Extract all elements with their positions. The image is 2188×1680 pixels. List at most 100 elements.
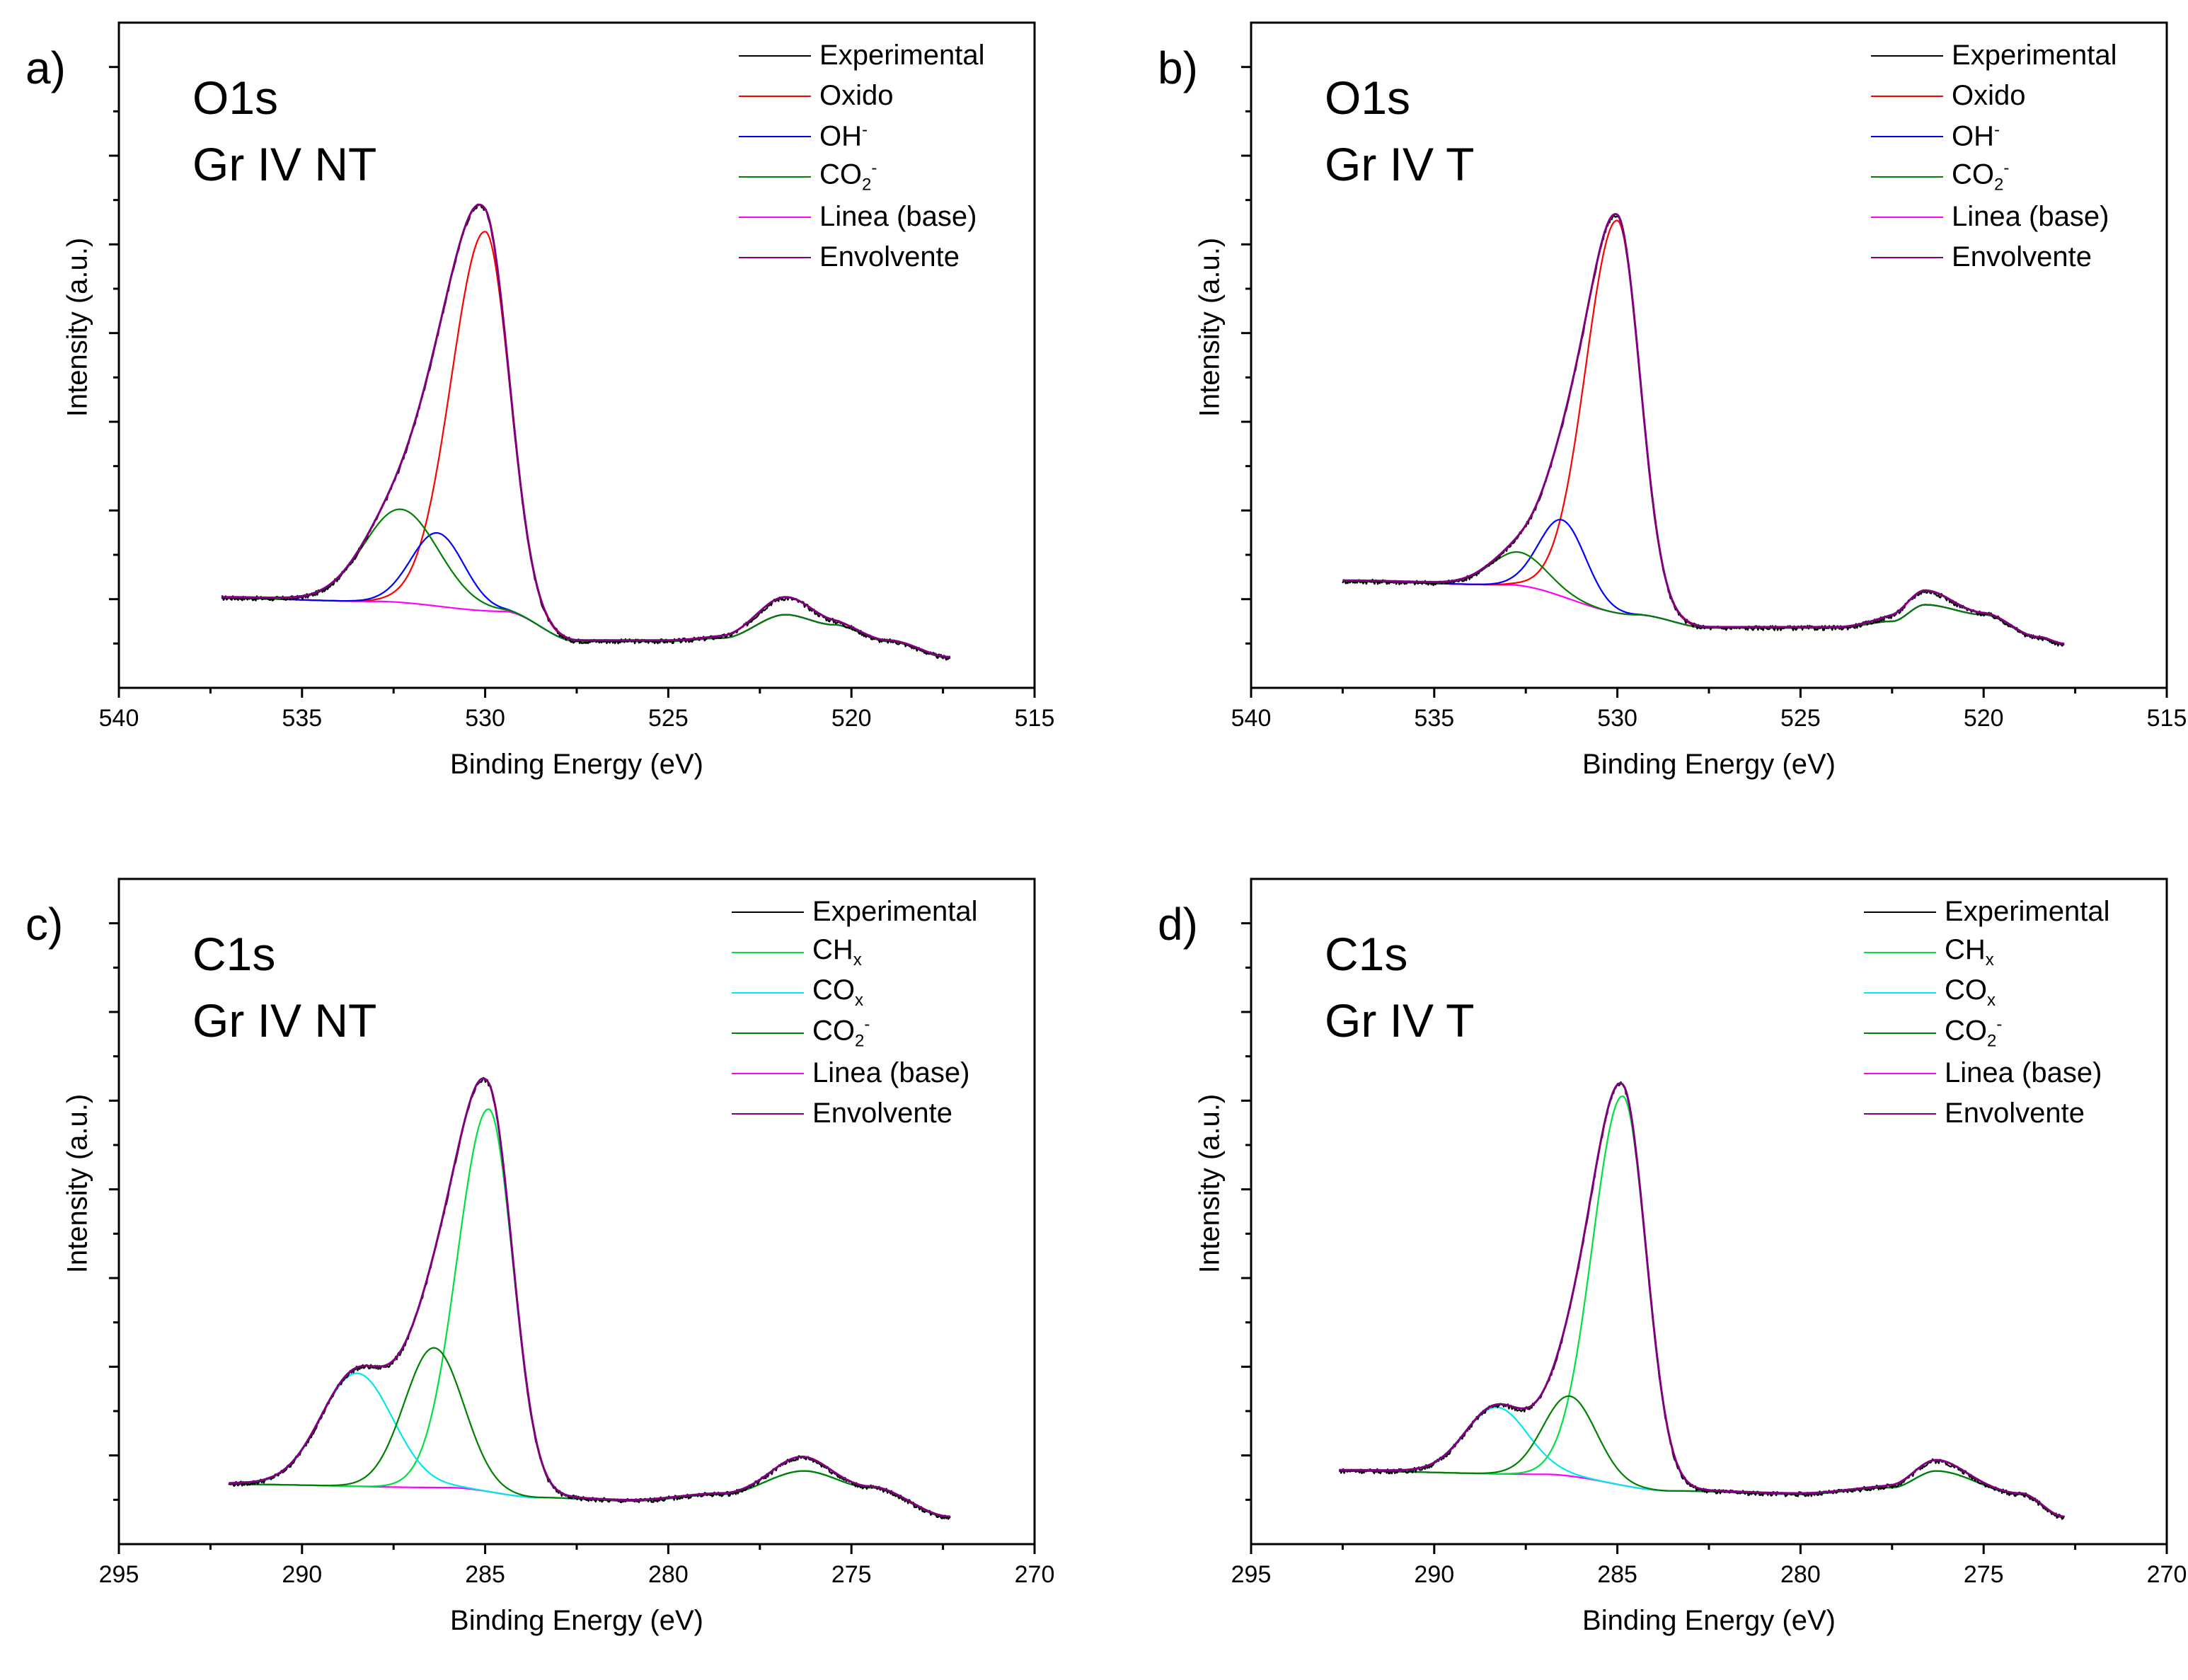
legend-swatch bbox=[1864, 1032, 1936, 1034]
legend-entry: Linea (base) bbox=[1864, 1053, 2110, 1093]
series-line-linea-base bbox=[1339, 1470, 2065, 1519]
panel-title-line: Gr IV NT bbox=[192, 994, 377, 1047]
legend-entry: Experimental bbox=[739, 35, 985, 76]
legend-swatch bbox=[739, 135, 811, 137]
legend-entry: CO2- bbox=[1864, 1013, 2110, 1053]
series-line-co bbox=[1339, 1406, 2065, 1519]
legend-label: Linea (base) bbox=[819, 201, 977, 232]
legend-label: Experimental bbox=[1945, 896, 2110, 927]
legend-label: Oxido bbox=[1952, 80, 2026, 111]
legend-swatch bbox=[739, 216, 811, 218]
panel-letter: b) bbox=[1158, 42, 1198, 93]
y-axis-label: Intensity (a.u.) bbox=[62, 1093, 93, 1274]
legend-label: CO2- bbox=[812, 1014, 870, 1051]
x-tick-label: 520 bbox=[1963, 705, 2004, 732]
legend: Experimental CHx COx CO2- Linea (base) Envolv… bbox=[732, 892, 978, 1134]
x-tick-label: 515 bbox=[2146, 705, 2187, 732]
panel-letter: d) bbox=[1158, 899, 1198, 950]
legend-entry: COx bbox=[1864, 972, 2110, 1013]
legend-label: Experimental bbox=[819, 40, 985, 71]
panel-title: O1s Gr IV NT bbox=[192, 65, 376, 197]
series-line-envolvente bbox=[229, 1077, 950, 1518]
legend-swatch bbox=[739, 176, 811, 178]
x-tick-label: 520 bbox=[831, 705, 872, 732]
chart-svg-a bbox=[109, 21, 1036, 698]
x-axis-label: Binding Energy (eV) bbox=[1582, 1605, 1836, 1636]
legend-label: CO2- bbox=[819, 158, 877, 195]
legend-entry: Envolvente bbox=[739, 237, 985, 277]
legend-entry: Envolvente bbox=[1871, 237, 2117, 277]
y-axis-label: Intensity (a.u.) bbox=[1194, 1093, 1226, 1274]
legend-entry: Experimental bbox=[1864, 892, 2110, 932]
x-axis-label: Binding Energy (eV) bbox=[450, 1605, 703, 1636]
legend-swatch bbox=[1864, 1112, 1936, 1115]
legend-label: COx bbox=[1945, 974, 1996, 1010]
series-line-linea-base bbox=[1342, 580, 2065, 645]
legend-entry: OH- bbox=[1871, 116, 2117, 156]
legend-label: Oxido bbox=[819, 80, 894, 111]
legend-label: Envolvente bbox=[1945, 1098, 2085, 1129]
panel-title: O1s Gr IV T bbox=[1325, 65, 1474, 197]
legend-swatch bbox=[732, 911, 804, 913]
x-tick-label: 295 bbox=[98, 1561, 139, 1588]
chart-svg-b bbox=[1241, 21, 2168, 698]
legend-swatch bbox=[732, 951, 804, 953]
legend-label: Linea (base) bbox=[1945, 1057, 2102, 1088]
legend-swatch bbox=[1864, 951, 1936, 953]
legend-label: Envolvente bbox=[1952, 241, 2092, 272]
series-line-experimental bbox=[228, 1076, 951, 1520]
legend-swatch bbox=[732, 1032, 804, 1034]
series-line-co bbox=[1339, 1395, 2065, 1519]
legend-label: Envolvente bbox=[819, 241, 960, 272]
legend-entry: CO2- bbox=[739, 156, 985, 197]
legend-swatch bbox=[1864, 1072, 1936, 1074]
legend-label: Linea (base) bbox=[812, 1057, 970, 1088]
panel-letter: c) bbox=[25, 899, 64, 950]
x-axis-label: Binding Energy (eV) bbox=[450, 749, 703, 780]
series-line-oxido bbox=[221, 231, 950, 659]
legend-swatch bbox=[1871, 256, 1943, 258]
legend-label: OH- bbox=[1952, 120, 2000, 152]
x-tick-label: 535 bbox=[282, 705, 323, 732]
panel-title-line: O1s bbox=[192, 71, 279, 124]
series-line-linea-base bbox=[221, 597, 950, 659]
panel-title-line: Gr IV NT bbox=[192, 137, 377, 190]
x-tick-label: 280 bbox=[1780, 1561, 1821, 1588]
legend: Experimental Oxido OH- CO2- Linea (base) Envo… bbox=[1871, 35, 2117, 277]
series-line-co bbox=[229, 1372, 950, 1519]
y-axis-label: Intensity (a.u.) bbox=[1194, 237, 1226, 418]
legend-swatch bbox=[732, 1112, 804, 1115]
panel-letter: a) bbox=[25, 42, 66, 93]
legend-entry: CHx bbox=[1864, 932, 2110, 972]
legend-label: CHx bbox=[1945, 934, 1994, 970]
series-line-co bbox=[1342, 551, 2065, 645]
x-tick-label: 525 bbox=[648, 705, 689, 732]
legend: Experimental CHx COx CO2- Linea (base) Envolv… bbox=[1864, 892, 2110, 1134]
legend-entry: Oxido bbox=[739, 76, 985, 116]
legend-entry: Linea (base) bbox=[732, 1053, 978, 1093]
legend-swatch bbox=[1871, 176, 1943, 178]
legend-swatch bbox=[1864, 911, 1936, 913]
legend-swatch bbox=[1871, 54, 1943, 57]
legend-entry: Experimental bbox=[732, 892, 978, 932]
x-tick-label: 515 bbox=[1014, 705, 1055, 732]
x-tick-label: 295 bbox=[1231, 1561, 1272, 1588]
panel-title-line: Gr IV T bbox=[1325, 137, 1475, 190]
panel-title-line: Gr IV T bbox=[1325, 994, 1475, 1047]
chart-panel-b: 540 535 530 525 520 515 b) O1s Gr IV T Binding En… bbox=[1132, 0, 2188, 824]
legend-label: Linea (base) bbox=[1952, 201, 2109, 232]
legend-label: Experimental bbox=[1952, 40, 2117, 71]
legend-swatch bbox=[1871, 216, 1943, 218]
legend-entry: Linea (base) bbox=[1871, 197, 2117, 237]
legend-entry: CHx bbox=[732, 932, 978, 972]
x-tick-label: 275 bbox=[831, 1561, 872, 1588]
chart-panel-c: 295 290 285 280 275 270 c) C1s Gr IV NT Binding E… bbox=[0, 856, 1094, 1680]
series-line-ch bbox=[229, 1108, 950, 1519]
panel-title-line: C1s bbox=[192, 928, 276, 980]
panel-title-line: C1s bbox=[1325, 928, 1408, 980]
legend-swatch bbox=[1871, 135, 1943, 137]
legend-entry: Experimental bbox=[1871, 35, 2117, 76]
legend: Experimental Oxido OH- CO2- Linea (base) Envo… bbox=[739, 35, 985, 277]
legend-label: CO2- bbox=[1945, 1014, 2003, 1051]
